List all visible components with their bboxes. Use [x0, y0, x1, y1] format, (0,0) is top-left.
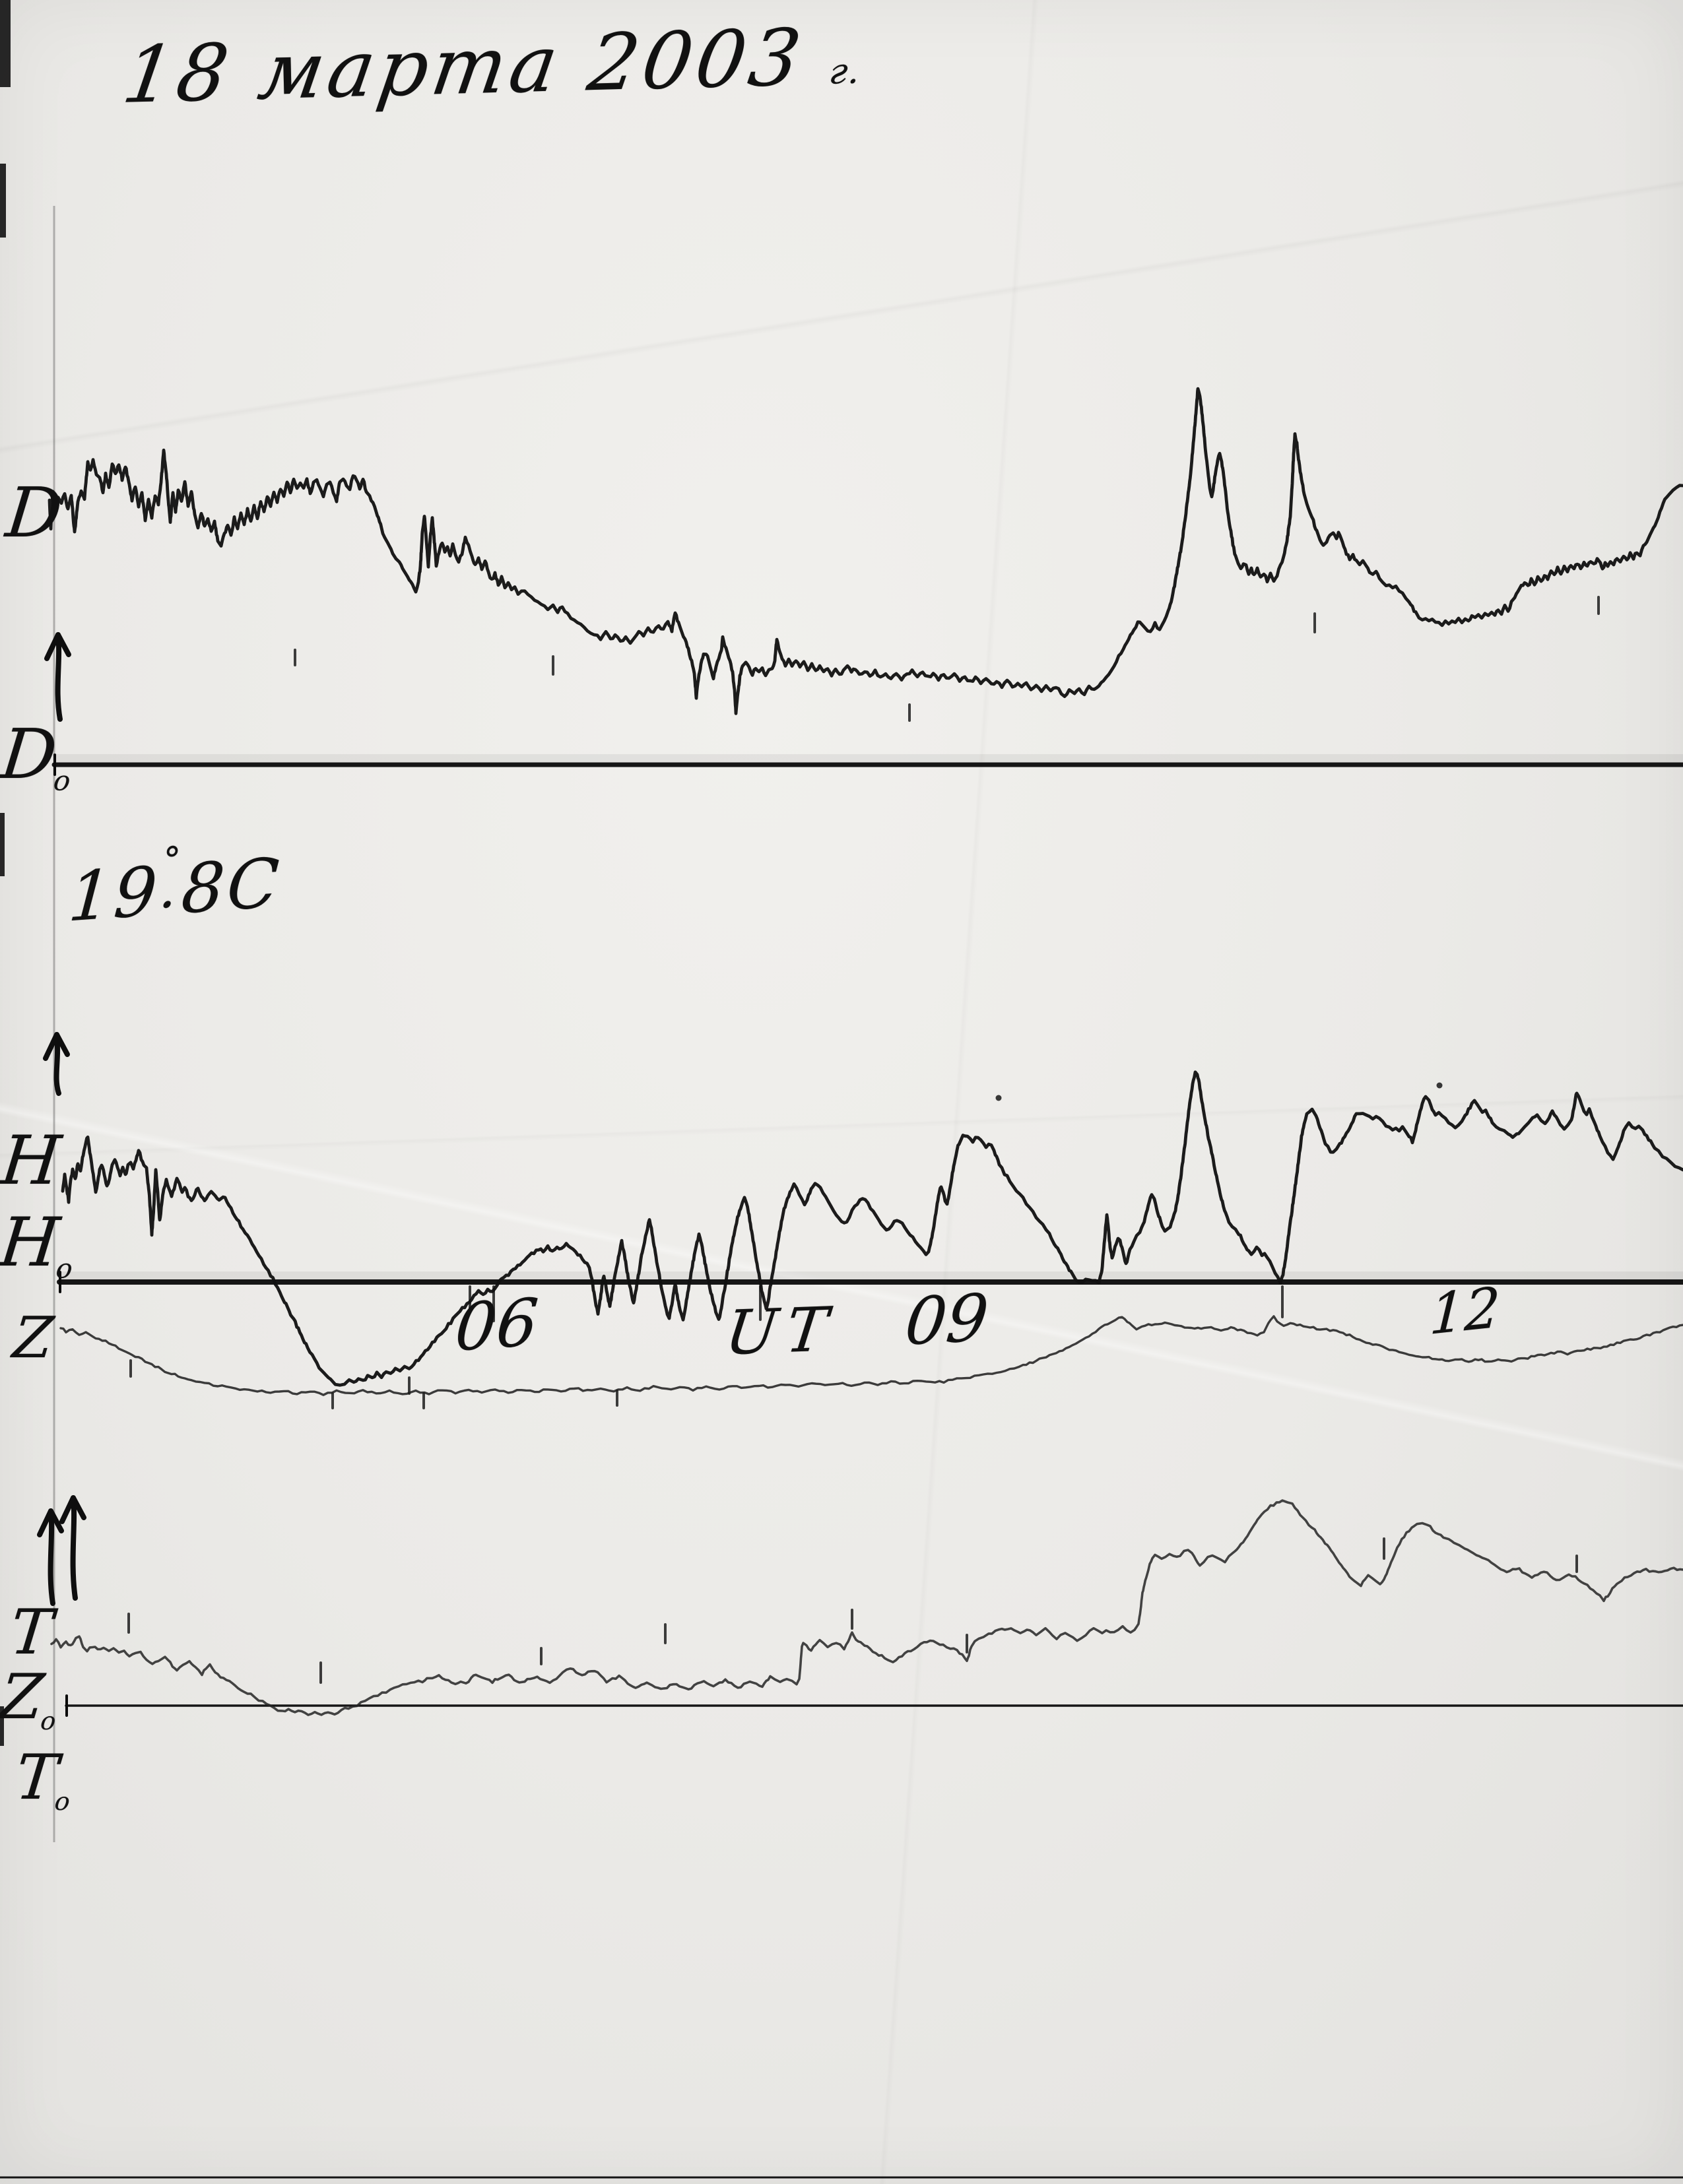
- time-label-06: 06: [452, 1285, 541, 1366]
- axis-label-z: Z: [9, 1305, 57, 1371]
- trace-d: [48, 387, 1683, 715]
- time-label-09: 09: [902, 1280, 992, 1361]
- time-label-12: 12: [1428, 1274, 1502, 1348]
- date-suffix: г.: [826, 50, 865, 92]
- axis-label-t0: To: [12, 1742, 72, 1816]
- date-text: 18 марта 2003: [117, 11, 810, 121]
- trace-t: [50, 1499, 1683, 1716]
- axis-label-h: H: [0, 1122, 65, 1200]
- axis-label-z0: Zo: [0, 1661, 57, 1735]
- trace-h: [61, 1070, 1683, 1387]
- axis-label-h0: Ho: [0, 1204, 75, 1285]
- axis-label-d: D: [2, 472, 66, 553]
- axis-label-t: T: [7, 1597, 56, 1669]
- axis-label-d0: Do: [0, 714, 72, 797]
- temperature-annotation: 19 °. 8C: [65, 839, 284, 938]
- time-label-ut: UT: [721, 1293, 841, 1369]
- trace-z: [59, 1315, 1683, 1396]
